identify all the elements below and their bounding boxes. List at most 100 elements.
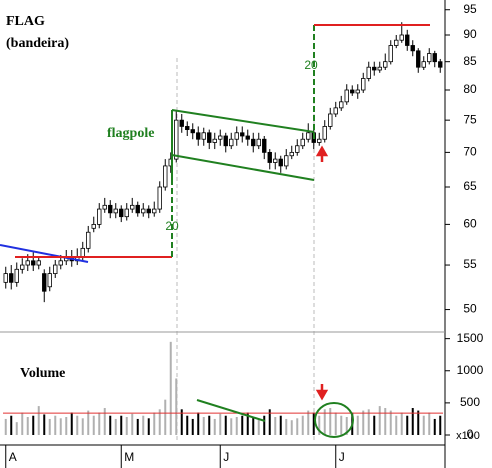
candle-body (196, 132, 201, 140)
volume-bar (219, 413, 222, 435)
x-tick-label: J (339, 450, 345, 464)
volume-bar (54, 415, 57, 435)
y-tick-label: 1500 (457, 331, 484, 345)
y-tick-label: 75 (463, 112, 477, 126)
candle-body (124, 208, 129, 218)
y-tick-label: 95 (463, 2, 477, 16)
volume-bar (153, 412, 156, 435)
y-tick-label: 0 (467, 427, 474, 441)
volume-bar (136, 418, 139, 435)
volume-bar (213, 418, 216, 435)
volume-bar (120, 415, 123, 435)
candle-body (438, 61, 443, 68)
candle-body (284, 155, 289, 167)
candle-body (91, 223, 96, 229)
candle-body (399, 34, 404, 41)
candle-body (174, 119, 179, 160)
volume-bar (389, 410, 392, 435)
candle-body (344, 89, 349, 103)
volume-bar (142, 415, 145, 435)
candle-body (306, 132, 311, 140)
volume-bar (43, 414, 46, 435)
y-tick-label: 90 (463, 27, 477, 41)
volume-bar (279, 415, 282, 435)
volume-trend (196, 399, 266, 422)
candle-body (421, 61, 426, 68)
candle-body (251, 138, 256, 147)
volume-bar (109, 415, 112, 435)
candle-body (20, 264, 25, 270)
volume-bar (147, 418, 150, 435)
candle-body (152, 208, 157, 214)
candle-body (119, 208, 124, 218)
candle-body (256, 138, 261, 147)
candle-body (113, 208, 118, 214)
volume-bar (334, 412, 337, 435)
candle-body (377, 66, 382, 71)
y-tick-label: 85 (463, 54, 477, 68)
candle-body (157, 186, 162, 210)
volume-bar (235, 417, 238, 435)
volume-bar (70, 412, 73, 435)
candle-body (108, 204, 113, 214)
volume-bar (241, 415, 244, 435)
pole-length: 20 (165, 219, 179, 233)
volume-bar (263, 415, 266, 435)
volume-bar (373, 415, 376, 435)
volume-bar (125, 417, 128, 435)
candle-body (58, 260, 63, 266)
y-tick-label: 60 (463, 217, 477, 231)
volume-bar (439, 415, 442, 435)
candle-body (394, 39, 399, 46)
volume-bar (191, 418, 194, 435)
y-tick-label: 65 (463, 179, 477, 193)
candle-body (416, 50, 421, 68)
volume-bar (367, 409, 370, 435)
candle-body (130, 204, 135, 210)
volume-bar (10, 415, 13, 435)
candle-body (25, 260, 30, 266)
candle-body (361, 78, 366, 91)
volume-bar (76, 415, 79, 435)
volume-bar (268, 409, 271, 435)
candle-body (146, 208, 151, 214)
candle-body (372, 66, 377, 71)
candle-body (201, 132, 206, 140)
volume-bar (224, 415, 227, 435)
volume-bar (329, 408, 332, 435)
candle-body (86, 231, 91, 249)
candle-body (234, 132, 239, 140)
candle-body (300, 138, 305, 147)
candle-body (229, 138, 234, 147)
target-length: 20 (304, 58, 318, 72)
volume-bar (4, 418, 7, 435)
volume-bar (345, 417, 348, 435)
x-tick-label: J (223, 450, 229, 464)
volume-bar (433, 418, 436, 435)
candle-body (14, 268, 19, 283)
volume-bar (395, 415, 398, 435)
candle-body (240, 132, 245, 137)
volume-bar (323, 409, 326, 435)
y-tick-label: 1000 (457, 363, 484, 377)
volume-bar (180, 409, 183, 435)
candle-body (427, 53, 432, 63)
volume-bar (164, 399, 167, 435)
candle-body (9, 273, 14, 283)
volume-bar (169, 341, 172, 435)
candle-body (97, 208, 102, 225)
candle-body (190, 129, 195, 134)
candle-body (218, 135, 223, 140)
candle-body (295, 145, 300, 153)
volume-bar (417, 410, 420, 435)
candle-body (328, 113, 333, 127)
volume-bar (59, 418, 62, 435)
volume-bar (378, 406, 381, 435)
volume-bar (422, 415, 425, 435)
y-tick-label: 55 (463, 257, 477, 271)
volume-bar (400, 412, 403, 435)
volume-bar (208, 415, 211, 435)
candle-body (350, 89, 355, 94)
